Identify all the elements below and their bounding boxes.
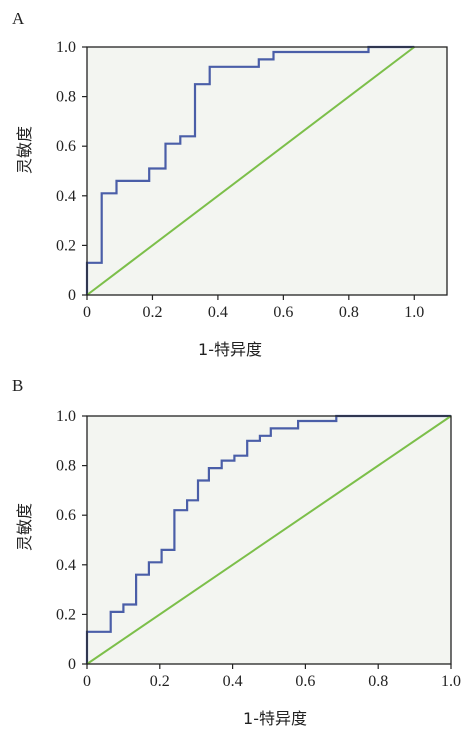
y-tick-label-a: 0.6 bbox=[56, 138, 76, 155]
panel-label-b: B bbox=[12, 376, 23, 395]
roc-curve-b bbox=[85, 414, 451, 664]
x-tick-label-b: 0.2 bbox=[150, 673, 170, 690]
x-tick-label-b: 0.4 bbox=[223, 673, 243, 690]
plot-area-a bbox=[87, 47, 447, 295]
y-tick-label-a: 0.4 bbox=[56, 188, 76, 205]
y-tick-label-b: 0.8 bbox=[56, 458, 76, 475]
x-tick-label-a: 0.2 bbox=[142, 304, 162, 321]
y-tick-label-b: 0.4 bbox=[56, 557, 76, 574]
plot-frame-a bbox=[86, 46, 448, 296]
x-tick-label-b: 0 bbox=[83, 673, 91, 690]
x-tick-label-b: 0.8 bbox=[368, 673, 388, 690]
x-axis-title-b: 1-特异度 bbox=[243, 709, 307, 728]
x-tick-label-a: 0 bbox=[83, 304, 91, 321]
y-axis-title-a: 灵敏度 bbox=[15, 126, 34, 174]
x-tick-label-a: 0.8 bbox=[339, 304, 359, 321]
y-axis-title-b: 灵敏度 bbox=[15, 503, 34, 551]
y-tick-label-b: 0.6 bbox=[56, 507, 76, 524]
y-tick-label-b: 0.2 bbox=[56, 606, 76, 623]
y-tick-label-a: 0.2 bbox=[56, 237, 76, 254]
x-axis-title-a: 1-特异度 bbox=[198, 340, 262, 359]
reference-line-a bbox=[86, 46, 415, 296]
reference-line-b bbox=[86, 415, 452, 665]
y-tick-label-b: 0 bbox=[68, 656, 76, 673]
x-tick-label-a: 0.6 bbox=[273, 304, 293, 321]
x-tick-label-a: 1.0 bbox=[404, 304, 424, 321]
y-tick-label-a: 0 bbox=[68, 287, 76, 304]
y-tick-label-b: 1.0 bbox=[56, 408, 76, 425]
roc-panel-a: A 1-特异度 灵敏度 0 0.2 0.4 0.6 0.8 1.0 0 0.2 0.4 0.6 0.… bbox=[12, 9, 448, 359]
y-tick-label-a: 0.8 bbox=[56, 89, 76, 106]
roc-panel-b: B 1-特异度 灵敏度 0 0.2 0.4 0.6 0.8 1.0 0 0.2 0.4 0.6 0.… bbox=[12, 376, 461, 728]
panel-label-a: A bbox=[12, 9, 25, 28]
x-tick-label-b: 1.0 bbox=[441, 673, 461, 690]
y-tick-label-a: 1.0 bbox=[56, 39, 76, 56]
roc-curve-a bbox=[85, 45, 415, 295]
x-tick-label-b: 0.6 bbox=[295, 673, 315, 690]
x-tick-label-a: 0.4 bbox=[208, 304, 228, 321]
plot-frame-b bbox=[86, 415, 452, 665]
